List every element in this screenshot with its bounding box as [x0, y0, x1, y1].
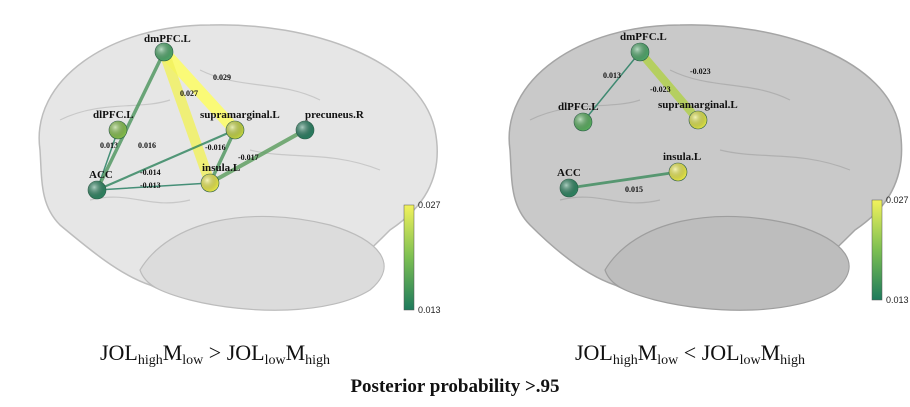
- node-label: dlPFC.L: [93, 109, 134, 121]
- node-shade: [109, 121, 127, 139]
- colorbar-min: 0.013: [886, 295, 909, 305]
- node-label: ACC: [89, 169, 113, 181]
- colorbar: [872, 200, 882, 300]
- term-base: M: [163, 340, 183, 365]
- term-sub: high: [138, 353, 163, 368]
- node-label: dlPFC.L: [558, 101, 599, 113]
- footer: Posterior probability >.95: [350, 376, 559, 397]
- node-label: insula.L: [663, 151, 701, 163]
- node-shade: [88, 181, 106, 199]
- caption: JOLhighMlow > JOLlowMhigh: [100, 340, 330, 368]
- term-sub: low: [182, 353, 204, 368]
- node-label: insula.L: [202, 162, 240, 174]
- colorbar-min: 0.013: [418, 305, 441, 315]
- edge-label: 0.029: [213, 73, 231, 82]
- edge-label: -0.014: [140, 168, 161, 177]
- edge-label: 0.015: [625, 185, 643, 194]
- node-shade: [201, 174, 219, 192]
- term-base: JOL: [227, 340, 265, 365]
- caption: JOLhighMlow < JOLlowMhigh: [575, 340, 805, 368]
- colorbar-max: 0.027: [418, 200, 441, 210]
- node-label: dmPFC.L: [144, 33, 191, 45]
- node-label: dmPFC.L: [620, 31, 667, 43]
- operator: <: [678, 340, 701, 365]
- term-sub: high: [305, 353, 330, 368]
- colorbar: [404, 205, 414, 310]
- term-base: JOL: [702, 340, 740, 365]
- colorbar-max: 0.027: [886, 195, 909, 205]
- node-shade: [560, 179, 578, 197]
- node-shade: [226, 121, 244, 139]
- edge-label: -0.013: [140, 181, 161, 190]
- node-shade: [669, 163, 687, 181]
- edge-label: 0.027: [180, 89, 198, 98]
- node-label: supramarginal.L: [658, 99, 738, 111]
- term-sub: low: [265, 353, 287, 368]
- edge-label: -0.016: [205, 143, 226, 152]
- node-shade: [155, 43, 173, 61]
- edge-label: -0.023: [650, 85, 671, 94]
- figure: 0.029 0.027 0.013 0.016 -0.014 -0.013 -0.016 -0…: [0, 0, 910, 407]
- term-base: M: [638, 340, 658, 365]
- operator: >: [203, 340, 226, 365]
- node-label: precuneus.R: [305, 109, 365, 121]
- term-sub: low: [657, 353, 679, 368]
- node-shade: [689, 111, 707, 129]
- edge-label: -0.017: [238, 153, 259, 162]
- term-base: M: [286, 340, 306, 365]
- edge-label: -0.023: [690, 67, 711, 76]
- node-label: ACC: [557, 167, 581, 179]
- edge-label: 0.013: [603, 71, 621, 80]
- term-sub: low: [740, 353, 762, 368]
- node-shade: [296, 121, 314, 139]
- node-label: supramarginal.L: [200, 109, 280, 121]
- edge-label: 0.016: [138, 141, 156, 150]
- term-sub: high: [780, 353, 805, 368]
- node-shade: [574, 113, 592, 131]
- term-base: JOL: [575, 340, 613, 365]
- term-base: JOL: [100, 340, 138, 365]
- term-base: M: [761, 340, 781, 365]
- term-sub: high: [613, 353, 638, 368]
- node-shade: [631, 43, 649, 61]
